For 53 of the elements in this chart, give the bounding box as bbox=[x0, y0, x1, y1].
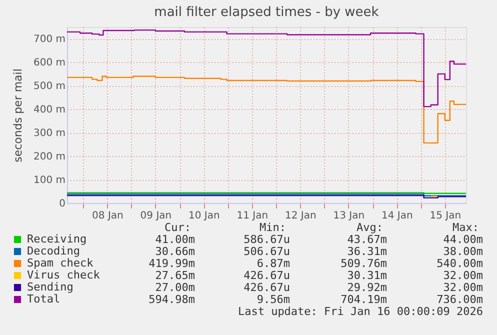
x-tick-label: 12 Jan bbox=[285, 210, 316, 222]
y-tick-label: 700 m bbox=[33, 34, 66, 46]
text: 594.98m bbox=[148, 293, 195, 306]
text: 43.67m bbox=[347, 233, 387, 246]
text: 9.56m bbox=[256, 293, 290, 306]
text: 27.65m bbox=[155, 269, 195, 282]
text: 426.67u bbox=[244, 281, 290, 294]
legend-label: Spam check bbox=[27, 256, 94, 270]
x-tick-label: 15 Jan bbox=[430, 210, 462, 222]
legend-label: Total bbox=[27, 292, 60, 306]
y-tick-label: 300 m bbox=[33, 128, 66, 140]
text: 736.00m bbox=[436, 293, 483, 306]
text: 426.67u bbox=[244, 269, 290, 282]
text: 27.00m bbox=[155, 281, 195, 294]
text: 6.87m bbox=[256, 257, 290, 270]
text: 704.19m bbox=[340, 293, 387, 306]
text: 38.00m bbox=[443, 245, 483, 258]
y-tick-label: 400 m bbox=[33, 104, 66, 116]
text: 30.31m bbox=[347, 269, 387, 282]
y-tick-label: 0 bbox=[59, 198, 66, 210]
text: Cur: bbox=[164, 221, 191, 234]
text: Last update: Fri Jan 16 00:00:09 2026 bbox=[238, 305, 483, 318]
text: 29.92m bbox=[347, 281, 387, 294]
text: Min: bbox=[260, 221, 286, 234]
text: 41.00m bbox=[155, 233, 195, 246]
text: 32.00m bbox=[443, 269, 483, 282]
y-tick-label: 500 m bbox=[33, 81, 66, 92]
text: Avg: bbox=[356, 221, 383, 234]
chart-title: mail filter elapsed times - by week bbox=[154, 5, 380, 20]
legend-label: Receiving bbox=[27, 232, 87, 246]
text: 419.99m bbox=[148, 257, 195, 270]
x-tick-label: 10 Jan bbox=[188, 210, 220, 222]
legend-label: Virus check bbox=[27, 268, 100, 282]
text: 30.66m bbox=[155, 245, 195, 258]
text: 44.00m bbox=[443, 233, 483, 246]
text: 509.76m bbox=[340, 257, 387, 270]
x-tick-label: 13 Jan bbox=[333, 210, 365, 222]
text: 36.31m bbox=[347, 245, 387, 258]
text: 506.67u bbox=[244, 245, 290, 258]
y-axis-title: seconds per mail bbox=[11, 68, 24, 162]
text: 540.00m bbox=[436, 257, 483, 270]
x-tick-label: 09 Jan bbox=[140, 210, 172, 222]
legend-label: Sending bbox=[27, 280, 74, 294]
text: 32.00m bbox=[443, 281, 483, 294]
text: Max: bbox=[452, 221, 479, 234]
x-tick-label: 08 Jan bbox=[92, 210, 124, 222]
y-tick-label: 100 m bbox=[33, 175, 66, 186]
y-tick-label: 200 m bbox=[33, 152, 66, 163]
text: 586.67u bbox=[244, 233, 290, 246]
x-tick-label: 14 Jan bbox=[381, 210, 413, 222]
y-tick-label: 600 m bbox=[33, 58, 66, 69]
legend-label: Decoding bbox=[27, 244, 80, 258]
x-tick-label: 11 Jan bbox=[236, 210, 268, 222]
